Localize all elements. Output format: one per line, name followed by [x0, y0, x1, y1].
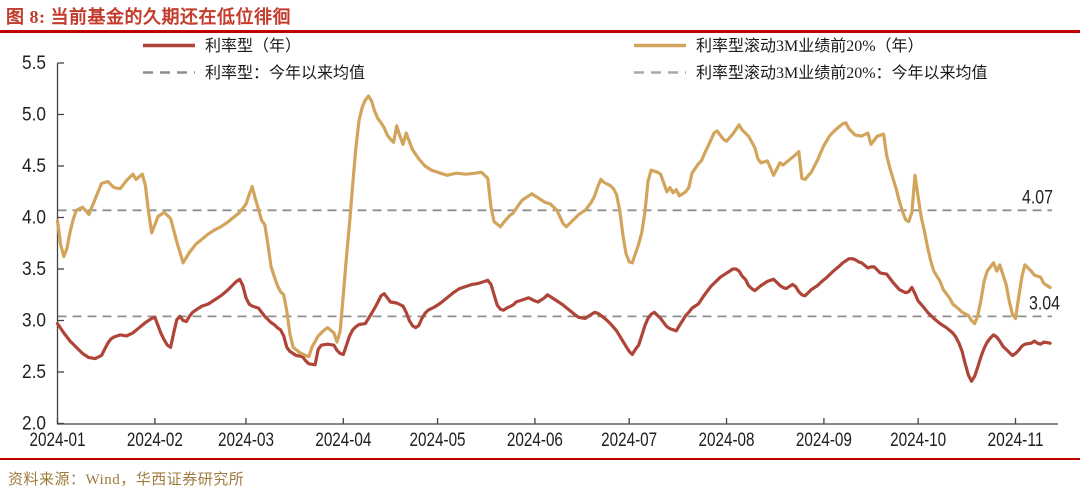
y-tick-label: 3.5	[22, 259, 46, 280]
y-tick-label: 3.0	[22, 311, 46, 332]
series-line	[55, 257, 1052, 383]
x-tick-label: 2024-03	[218, 430, 274, 451]
x-tick-label: 2024-04	[315, 430, 371, 451]
x-tick-label: 2024-01	[30, 430, 86, 451]
x-tick-label: 2024-10	[890, 430, 946, 451]
x-tick-label: 2024-05	[410, 430, 466, 451]
y-tick-label: 2.0	[22, 414, 46, 435]
series-line	[55, 94, 1052, 359]
x-tick-label: 2024-11	[988, 430, 1044, 451]
x-tick-label: 2024-09	[796, 430, 852, 451]
x-tick-label: 2024-07	[601, 430, 657, 451]
y-tick-label: 2.5	[22, 362, 46, 383]
footer-rule	[0, 458, 1080, 460]
x-tick-label: 2024-06	[507, 430, 563, 451]
legend-label: 利率型：今年以来均值	[205, 64, 365, 82]
y-tick-label: 5.0	[22, 105, 46, 126]
source-note: 资料来源：Wind，华西证券研究所	[8, 472, 245, 488]
y-tick-label: 4.5	[22, 156, 46, 177]
y-tick-label: 4.0	[22, 208, 46, 229]
x-tick-label: 2024-08	[699, 430, 755, 451]
mean-value-label: 4.07	[1022, 187, 1053, 208]
legend-label: 利率型滚动3M业绩前20%：今年以来均值	[696, 64, 988, 82]
x-tick-label: 2024-02	[127, 430, 183, 451]
legend-label: 利率型（年）	[205, 37, 301, 55]
mean-value-label: 3.04	[1029, 293, 1060, 314]
title-rule	[0, 30, 1080, 33]
y-tick-label: 5.5	[22, 53, 46, 74]
figure-title: 图 8: 当前基金的久期还在低位徘徊	[6, 7, 291, 27]
legend-label: 利率型滚动3M业绩前20%（年）	[696, 37, 924, 55]
